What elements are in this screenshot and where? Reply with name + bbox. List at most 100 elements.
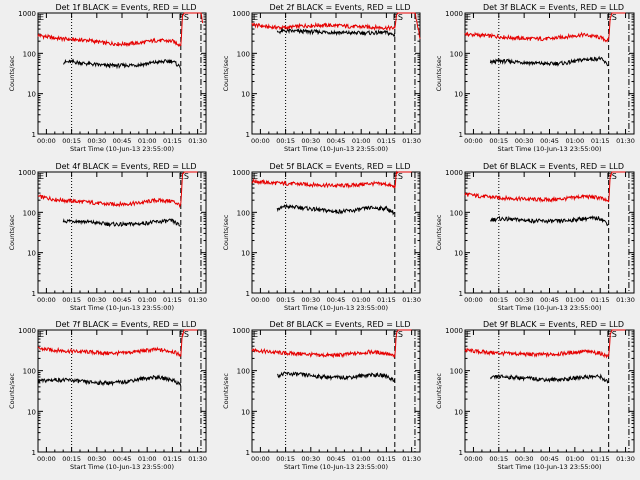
x-tick-label: 00:15 [62, 455, 81, 463]
detector-panel-3: Det 3f BLACK = Events, RED = LLD 1 10 100 10… [435, 3, 635, 153]
x-tick-label: 01:00 [565, 296, 584, 304]
marker-label-right: ES [393, 330, 403, 339]
y-tick-label: 10 [454, 408, 463, 416]
marker-label-right: ES [179, 172, 189, 181]
x-tick-label: 01:00 [352, 137, 371, 145]
y-tick-label: 1000 [232, 10, 250, 18]
x-tick-label: 01:00 [138, 455, 157, 463]
x-tick-label: 00:30 [301, 296, 320, 304]
x-tick-label: 00:00 [464, 296, 483, 304]
x-tick-label: 00:30 [301, 455, 320, 463]
x-tick-label: 01:15 [163, 137, 182, 145]
x-tick-label: 01:00 [138, 296, 157, 304]
x-tick-label: 01:30 [188, 455, 207, 463]
y-axis-label: Counts/sec [222, 373, 230, 409]
x-axis-label: Start Time (10-Jun-13 23:55:00) [70, 145, 174, 153]
x-tick-label: 00:30 [301, 137, 320, 145]
detector-panel-7: Det 7f BLACK = Events, RED = LLD 1 10 100 10… [8, 320, 207, 471]
x-tick-label: 00:45 [113, 455, 132, 463]
x-tick-label: 01:00 [565, 455, 584, 463]
x-tick-label: 00:15 [276, 455, 295, 463]
detector-panel-9: Det 9f BLACK = Events, RED = LLD 1 10 100 10… [435, 320, 635, 471]
lld-series-line [464, 171, 626, 204]
marker-label-right: ES [179, 330, 189, 339]
x-tick-label: 00:45 [327, 455, 346, 463]
x-tick-label: 00:45 [327, 296, 346, 304]
detector-panel-5: Det 5f BLACK = Events, RED = LLD 1 10 100 10… [222, 162, 421, 312]
detector-panel-2: Det 2f BLACK = Events, RED = LLD 1 10 100 10… [222, 3, 421, 153]
y-tick-label: 100 [237, 368, 250, 376]
y-tick-label: 10 [27, 250, 36, 258]
marker-label-left: E [466, 13, 471, 22]
y-tick-label: 1 [459, 290, 463, 298]
y-tick-label: 10 [241, 250, 250, 258]
y-tick-label: 10 [27, 91, 36, 99]
x-tick-label: 01:30 [616, 296, 635, 304]
events-series-line [489, 373, 610, 384]
events-series-line [276, 203, 396, 216]
panel-title: Det 4f BLACK = Events, RED = LLD [55, 162, 196, 171]
marker-label-right: ES [607, 13, 617, 22]
panel-title: Det 1f BLACK = Events, RED = LLD [55, 3, 196, 12]
x-tick-label: 01:30 [188, 137, 207, 145]
events-series-line [63, 58, 182, 70]
y-tick-label: 10 [454, 250, 463, 258]
x-axis-label: Start Time (10-Jun-13 23:55:00) [284, 304, 388, 312]
x-tick-label: 01:30 [402, 455, 421, 463]
x-tick-label: 00:15 [489, 455, 508, 463]
y-tick-label: 1 [32, 449, 36, 457]
y-tick-label: 1 [246, 131, 250, 139]
x-tick-label: 00:00 [251, 455, 270, 463]
y-tick-label: 1000 [232, 327, 250, 335]
y-tick-label: 1 [459, 131, 463, 139]
y-tick-label: 100 [23, 209, 36, 217]
y-tick-label: 10 [241, 408, 250, 416]
x-tick-label: 00:45 [540, 137, 559, 145]
x-tick-label: 01:15 [377, 137, 396, 145]
x-tick-label: 01:30 [616, 455, 635, 463]
y-tick-label: 1000 [18, 10, 36, 18]
x-tick-label: 01:30 [616, 137, 635, 145]
x-tick-label: 00:30 [87, 137, 106, 145]
marker-label-left: E [39, 13, 44, 22]
marker-label-right: ES [607, 330, 617, 339]
y-tick-label: 100 [450, 209, 463, 217]
x-tick-label: 00:30 [87, 296, 106, 304]
y-tick-label: 1000 [445, 169, 463, 177]
x-tick-label: 00:00 [251, 137, 270, 145]
marker-label-right: ES [393, 172, 403, 181]
y-axis-label: Counts/sec [222, 55, 230, 91]
marker-label-right: ES [393, 13, 403, 22]
x-tick-label: 00:30 [515, 455, 534, 463]
y-tick-label: 1000 [232, 169, 250, 177]
x-axis-label: Start Time (10-Jun-13 23:55:00) [498, 304, 602, 312]
y-tick-label: 100 [450, 50, 463, 58]
y-axis-label: Counts/sec [222, 214, 230, 250]
y-axis-label: Counts/sec [435, 373, 443, 409]
y-tick-label: 10 [27, 408, 36, 416]
x-tick-label: 01:00 [565, 137, 584, 145]
y-axis-label: Counts/sec [435, 55, 443, 91]
y-tick-label: 1 [32, 290, 36, 298]
x-tick-label: 00:30 [515, 296, 534, 304]
marker-label-left: E [466, 172, 471, 181]
x-tick-label: 00:45 [113, 137, 132, 145]
x-axis-label: Start Time (10-Jun-13 23:55:00) [70, 304, 174, 312]
x-tick-label: 01:30 [402, 137, 421, 145]
x-tick-label: 01:15 [591, 455, 610, 463]
y-tick-label: 100 [23, 368, 36, 376]
events-series-line [277, 371, 396, 383]
x-tick-label: 01:30 [188, 296, 207, 304]
marker-label-right: ES [179, 13, 189, 22]
detector-panel-1: Det 1f BLACK = Events, RED = LLD 1 10 100 10… [8, 3, 207, 153]
detector-panel-8: Det 8f BLACK = Events, RED = LLD 1 10 100 10… [222, 320, 421, 471]
y-axis-label: Counts/sec [435, 214, 443, 250]
x-tick-label: 00:00 [37, 455, 56, 463]
y-tick-label: 100 [237, 50, 250, 58]
x-tick-label: 01:00 [138, 137, 157, 145]
lld-series-line [37, 171, 198, 208]
x-tick-label: 00:15 [62, 296, 81, 304]
events-series-line [37, 374, 182, 387]
x-tick-label: 01:15 [163, 296, 182, 304]
